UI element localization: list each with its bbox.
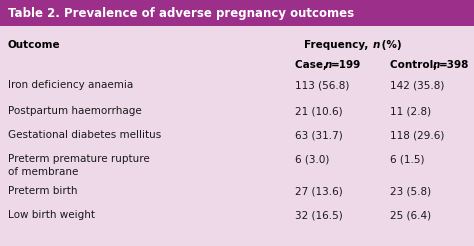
Text: n: n [325,60,332,70]
Text: (%): (%) [379,40,402,50]
Text: 11 (2.8): 11 (2.8) [390,106,431,116]
Text: Outcome: Outcome [8,40,61,50]
Text: Postpartum haemorrhage: Postpartum haemorrhage [8,106,142,116]
Text: 113 (56.8): 113 (56.8) [295,80,349,90]
Text: =199: =199 [331,60,361,70]
Text: 27 (13.6): 27 (13.6) [295,186,343,196]
Text: Low birth weight: Low birth weight [8,210,95,220]
Text: n: n [433,60,440,70]
Text: n: n [373,40,380,50]
Text: 6 (3.0): 6 (3.0) [295,154,329,164]
Text: Preterm birth: Preterm birth [8,186,78,196]
Text: 21 (10.6): 21 (10.6) [295,106,343,116]
Text: Case,: Case, [295,60,331,70]
Bar [0,0,474,26]
Text: Iron deficiency anaemia: Iron deficiency anaemia [8,80,133,90]
Text: Table 2. Prevalence of adverse pregnancy outcomes: Table 2. Prevalence of adverse pregnancy… [8,6,354,19]
Text: Preterm premature rupture
of membrane: Preterm premature rupture of membrane [8,154,150,177]
Text: 23 (5.8): 23 (5.8) [390,186,431,196]
Text: 25 (6.4): 25 (6.4) [390,210,431,220]
Text: 118 (29.6): 118 (29.6) [390,130,444,140]
Text: 6 (1.5): 6 (1.5) [390,154,425,164]
Text: =398: =398 [439,60,469,70]
Text: Control,: Control, [390,60,441,70]
Text: 63 (31.7): 63 (31.7) [295,130,343,140]
Text: 32 (16.5): 32 (16.5) [295,210,343,220]
Text: Gestational diabetes mellitus: Gestational diabetes mellitus [8,130,161,140]
Text: 142 (35.8): 142 (35.8) [390,80,444,90]
Text: Frequency,: Frequency, [304,40,373,50]
